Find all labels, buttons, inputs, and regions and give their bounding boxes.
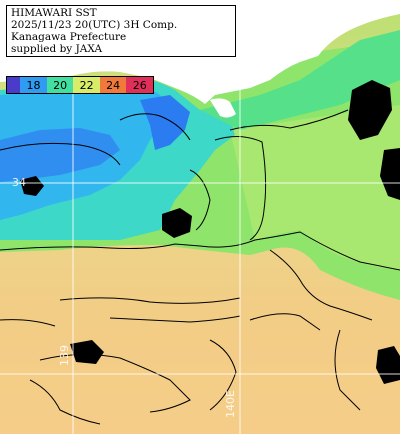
sst-blue-zone: [140, 95, 190, 150]
map-region: Kanagawa Prefecture: [11, 31, 127, 43]
colorbar-label-26: 26: [126, 77, 153, 93]
cloud-mask-sw: [20, 176, 44, 196]
colorbar-swatch-cold: [7, 77, 21, 93]
map-info-box: HIMAWARI SST 2025/11/23 20(UTC) 3H Comp.…: [6, 5, 236, 57]
colorbar-label-22: 22: [73, 77, 100, 93]
sst-colorbar: 18 20 22 24 26: [6, 76, 154, 94]
sst-lime-zone: [230, 105, 400, 270]
grid-label-lon-139: 139: [58, 345, 71, 366]
sst-blue-zone-2: [0, 128, 120, 182]
cloud-mask-center: [162, 208, 192, 238]
colorbar-label-20: 20: [46, 77, 74, 93]
colorbar-label-24: 24: [99, 77, 127, 93]
colorbar-label-18: 18: [20, 77, 47, 93]
map-timestamp: 2025/11/23 20(UTC) 3H Comp.: [11, 19, 178, 31]
map-supplier: supplied by JAXA: [11, 43, 103, 55]
grid-label-lat-34: 34: [12, 176, 26, 189]
land-peninsula: [210, 98, 236, 118]
cloud-mask-ne: [348, 80, 392, 140]
cloud-mask-e: [380, 148, 400, 200]
grid-label-lon-140: 140E: [224, 390, 237, 418]
isotherm-contours: [0, 109, 400, 425]
map-title: HIMAWARI SST: [11, 7, 97, 19]
cloud-mask-s: [70, 340, 104, 364]
sst-green-wedge: [200, 30, 400, 130]
